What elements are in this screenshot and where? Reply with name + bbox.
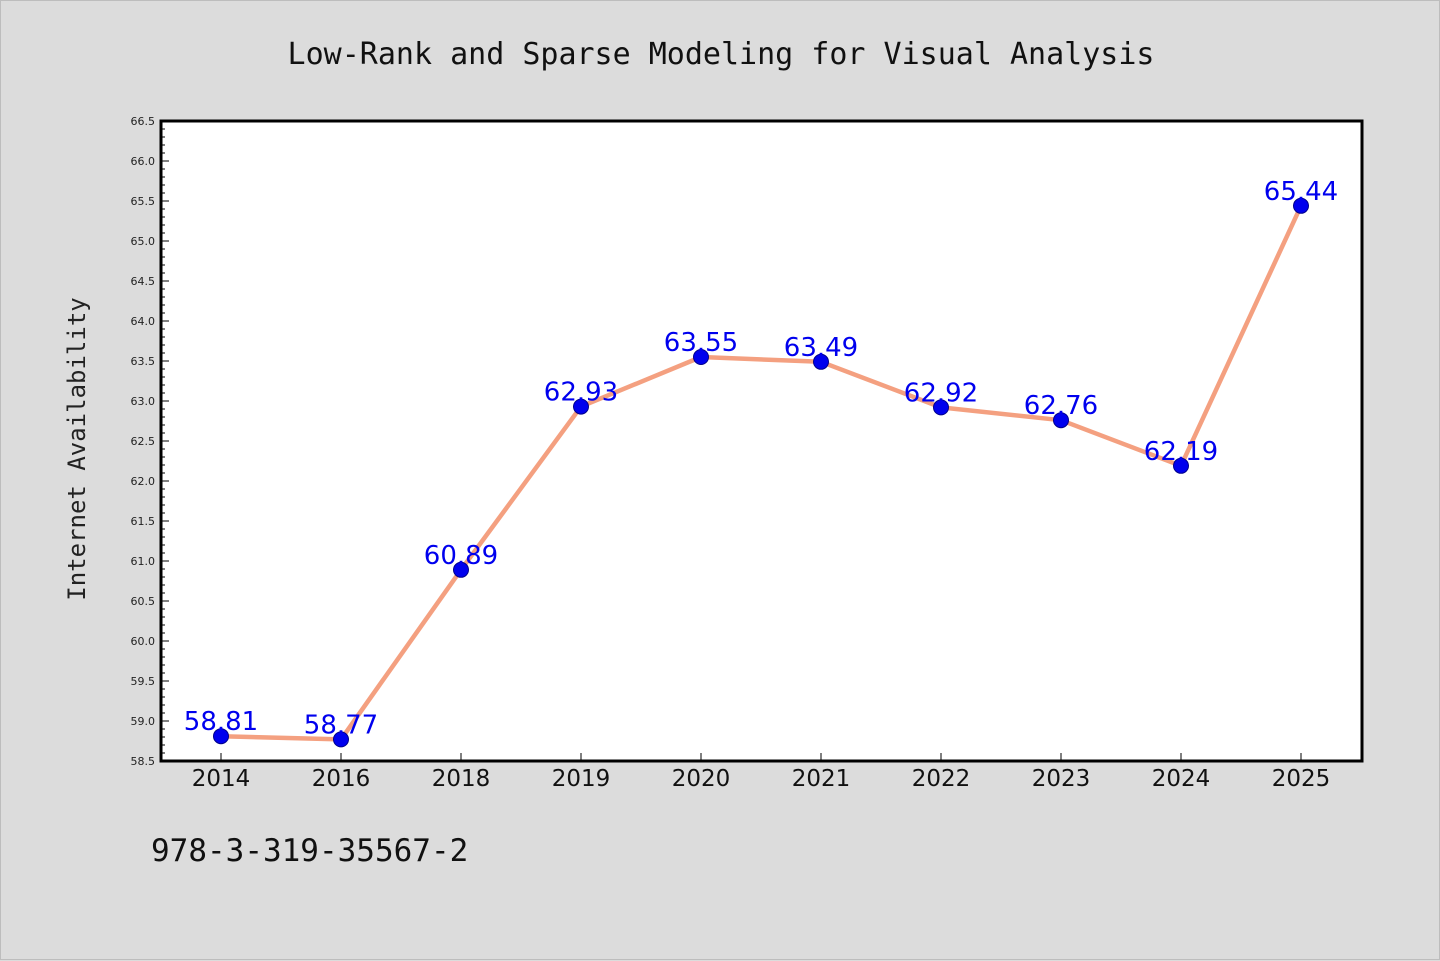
y-tick-label: 63.0	[131, 395, 156, 408]
data-point	[453, 561, 469, 578]
data-point	[213, 728, 229, 745]
y-tick-label: 65.0	[131, 235, 156, 248]
data-point	[1293, 197, 1309, 214]
x-axis: 2014 2016 2018 2019 2020 2021 2022 2023 2024 2025	[192, 753, 1331, 792]
data-point	[1173, 457, 1189, 474]
y-tick-label: 63.5	[131, 355, 156, 368]
data-label: 60.89	[424, 541, 498, 571]
x-tick-label: 2016	[312, 766, 371, 792]
chart-title: Low-Rank and Sparse Modeling for Visual …	[288, 37, 1155, 72]
data-label: 65.44	[1264, 177, 1338, 207]
y-tick-label: 62.0	[131, 475, 156, 488]
y-tick-label: 60.5	[131, 595, 156, 608]
x-tick-label: 2025	[1272, 766, 1331, 792]
y-tick-label: 66.0	[131, 155, 156, 168]
data-point	[573, 398, 589, 415]
series-layer: 58.81 58.77 60.89 62.93 63.55 63.49 62.92 62.76…	[184, 177, 1338, 748]
y-tick-label: 64.5	[131, 275, 156, 288]
y-tick-label: 60.0	[131, 635, 156, 648]
y-tick-label: 59.0	[131, 715, 156, 728]
data-label: 63.55	[664, 328, 738, 358]
data-label: 62.93	[544, 378, 618, 408]
data-label: 58.77	[304, 710, 378, 740]
y-tick-label: 59.5	[131, 675, 156, 688]
data-point	[933, 399, 949, 416]
x-tick-label: 2022	[912, 766, 971, 792]
data-label: 62.76	[1024, 391, 1098, 421]
x-tick-label: 2019	[552, 766, 611, 792]
plot-area	[161, 121, 1362, 761]
data-point	[813, 353, 829, 370]
data-point	[1053, 412, 1069, 429]
x-tick-label: 2024	[1152, 766, 1211, 792]
x-tick-label: 2020	[672, 766, 731, 792]
y-tick-label: 64.0	[131, 315, 156, 328]
data-label: 62.19	[1144, 437, 1218, 467]
y-tick-label: 61.0	[131, 555, 156, 568]
y-tick-label: 66.5	[131, 115, 156, 128]
data-point	[693, 349, 709, 365]
series-line	[218, 203, 1304, 742]
plot-frame	[159, 119, 1364, 763]
y-axis-label: Internet Availability	[63, 297, 91, 600]
y-tick-label: 61.5	[131, 515, 156, 528]
x-tick-label: 2021	[792, 766, 851, 792]
data-label: 62.92	[904, 378, 978, 408]
y-tick-label: 65.5	[131, 195, 156, 208]
x-tick-label: 2023	[1032, 766, 1091, 792]
data-point	[333, 731, 349, 748]
y-tick-label: 58.5	[131, 755, 156, 768]
data-label: 63.49	[784, 333, 858, 363]
x-tick-label: 2018	[432, 766, 491, 792]
y-tick-label: 62.5	[131, 435, 156, 448]
y-axis: 58.5 59.0 59.5 60.0 60.5 61.0 61.5 62.0 62.5 63.0…	[131, 115, 169, 768]
x-tick-label: 2014	[192, 766, 251, 792]
data-label: 58.81	[184, 707, 258, 737]
isbn-text: 978-3-319-35567-2	[151, 833, 469, 869]
